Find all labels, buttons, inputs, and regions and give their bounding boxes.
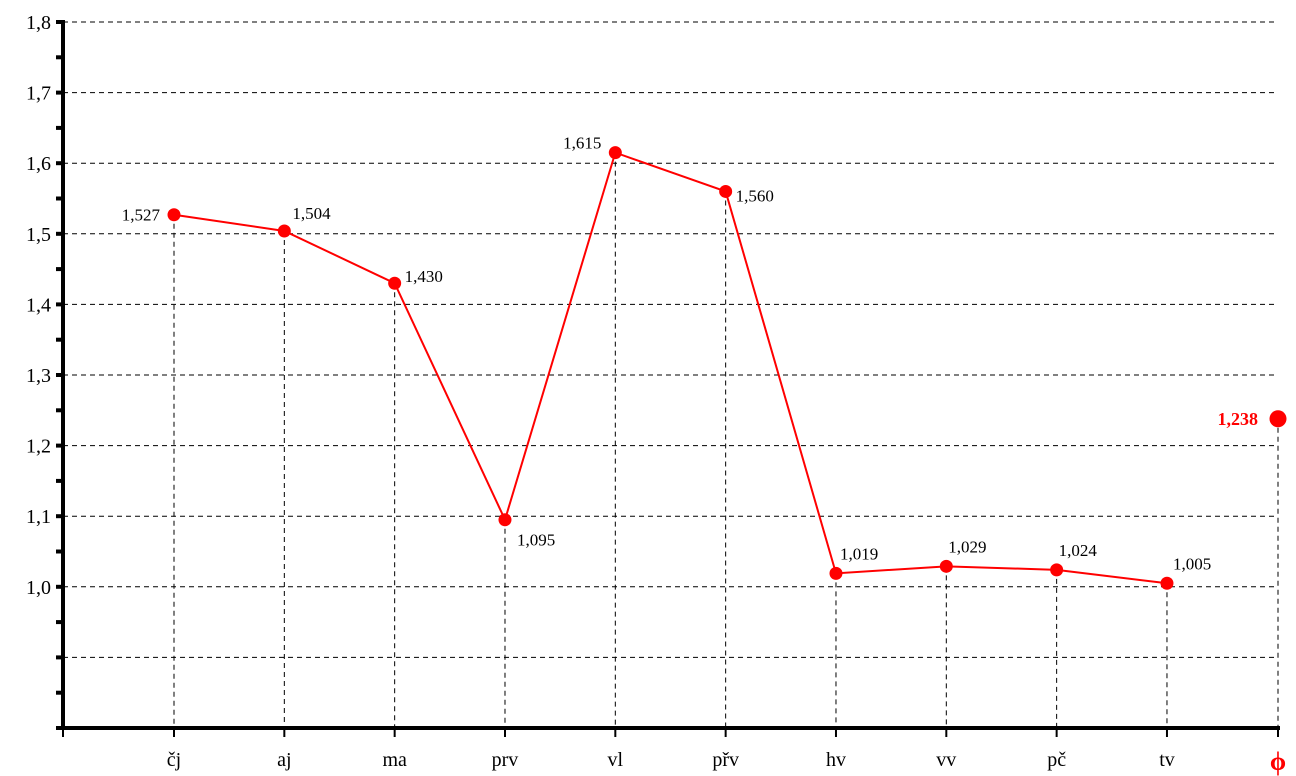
data-point [498,513,512,527]
x-category-label: hv [826,749,846,771]
grid-lines [63,21,1279,728]
data-value-label: 1,005 [1173,554,1211,573]
data-value-label: 1,527 [122,206,161,225]
x-category-label: pč [1047,749,1066,771]
x-category-label: ma [382,749,407,771]
y-tick-label: 1,3 [26,365,51,387]
data-point [719,184,733,198]
data-series [167,146,1287,590]
axes [56,20,1280,737]
data-value-label: 1,095 [517,531,555,550]
data-point [829,566,843,580]
data-point [608,146,622,160]
data-value-label: 1,430 [405,267,443,286]
y-tick-label: 1,7 [26,83,51,105]
series-line [173,151,1168,585]
x-category-label: čj [167,749,181,771]
data-point [1050,563,1064,577]
data-point [939,559,953,573]
y-tick-label: 1,1 [26,506,51,528]
data-value-label: 1,504 [292,204,331,223]
x-category-label: přv [712,749,739,771]
data-point [388,276,402,290]
average-category-label: ϕ [1270,747,1286,776]
x-category-label: tv [1159,749,1175,771]
data-point [1160,576,1174,590]
data-value-label: 1,560 [736,186,774,205]
y-tick-label: 1,0 [26,577,51,599]
x-category-label: vl [608,749,624,771]
x-category-label: vv [936,749,956,771]
x-category-label: prv [492,749,519,771]
labels: 1,0 1,1 1,2 1,3 1,4 1,5 1,6 1,7 1,8 čj aj ma prv vl př… [26,12,1286,776]
data-point [277,224,291,238]
y-tick-label: 1,8 [26,12,51,34]
average-point [1269,410,1287,428]
data-value-label: 1,024 [1059,541,1098,560]
data-point [167,208,181,222]
data-value-label: 1,019 [840,544,878,563]
x-category-label: aj [277,749,291,771]
data-value-label: 1,029 [948,537,986,556]
data-value-label: 1,615 [563,134,601,153]
y-tick-label: 1,4 [26,294,51,316]
average-value-label: 1,238 [1218,409,1259,429]
y-tick-label: 1,2 [26,436,51,458]
y-tick-label: 1,5 [26,224,51,246]
y-tick-label: 1,6 [26,153,51,175]
